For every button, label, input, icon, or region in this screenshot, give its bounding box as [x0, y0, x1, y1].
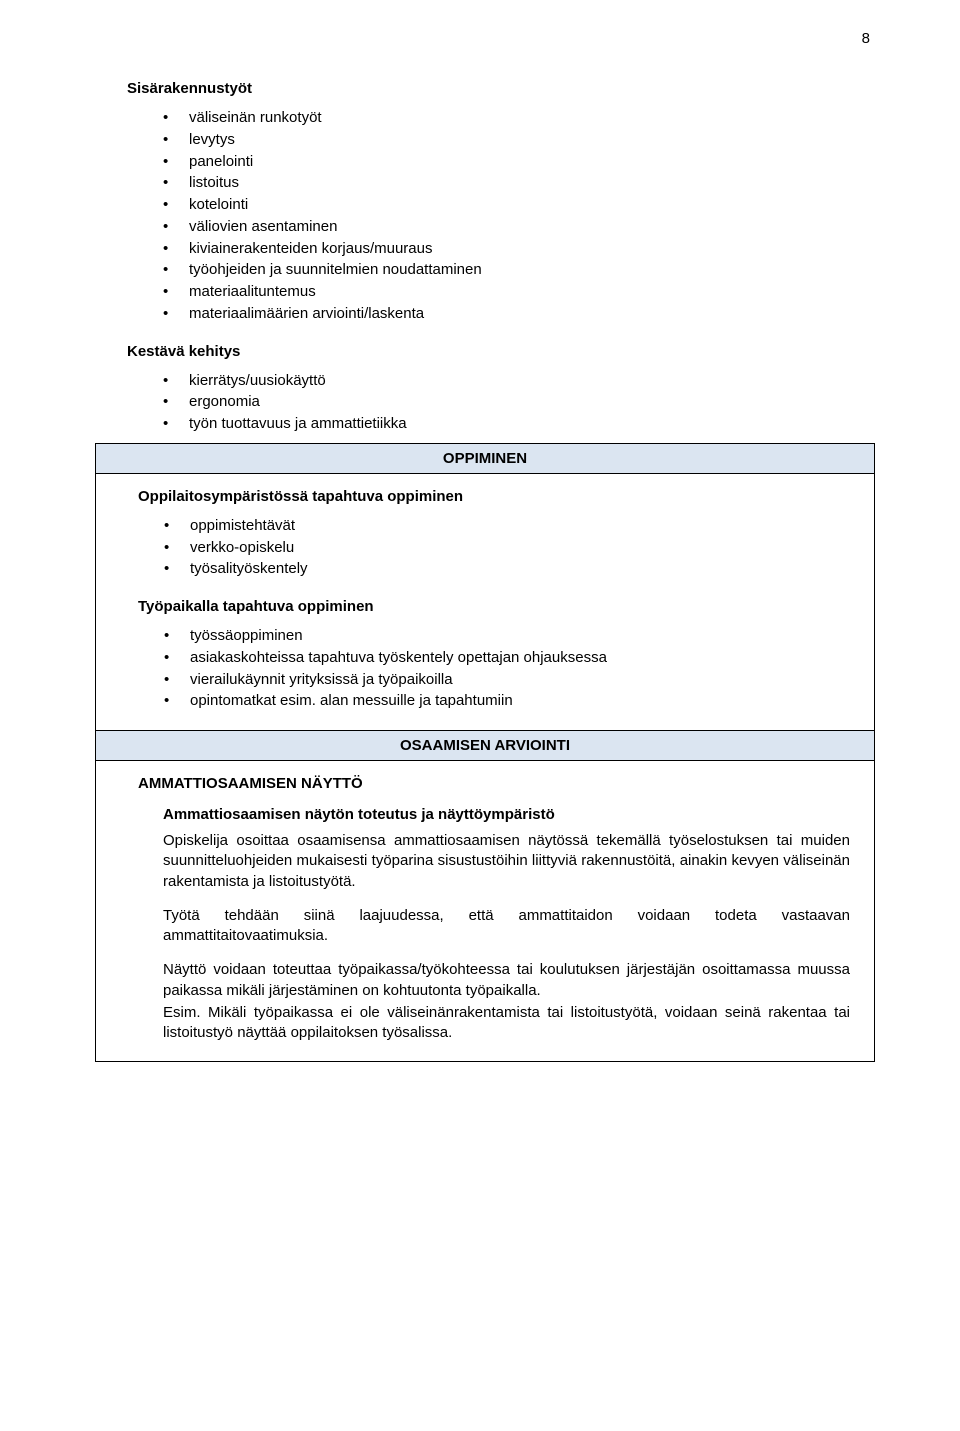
list-item: väliseinän runkotyöt	[163, 107, 875, 129]
main-table: OPPIMINEN Oppilaitosympäristössä tapahtu…	[95, 443, 875, 1063]
page-container: 8 Sisärakennustyöt väliseinän runkotyöt …	[0, 0, 960, 1102]
list-item: panelointi	[163, 151, 875, 173]
oppiminen-body: Oppilaitosympäristössä tapahtuva oppimin…	[96, 474, 874, 730]
list-item: opintomatkat esim. alan messuille ja tap…	[164, 690, 862, 712]
pre-table-section: Sisärakennustyöt väliseinän runkotyöt le…	[97, 80, 875, 435]
oppiminen-sub1-list: oppimistehtävät verkko-opiskelu työsalit…	[164, 515, 862, 580]
pre-heading-1: Sisärakennustyöt	[127, 80, 875, 97]
list-item: kotelointi	[163, 194, 875, 216]
list-item: vierailukäynnit yrityksissä ja työpaikoi…	[164, 669, 862, 691]
osaamisen-para-4: Esim. Mikäli työpaikassa ei ole välisein…	[163, 1003, 850, 1044]
oppiminen-sub1-heading: Oppilaitosympäristössä tapahtuva oppimin…	[138, 488, 862, 505]
list-item: kiviainerakenteiden korjaus/muuraus	[163, 238, 875, 260]
oppiminen-sub2-heading: Työpaikalla tapahtuva oppiminen	[138, 598, 862, 615]
list-item: ergonomia	[163, 391, 875, 413]
list-item: työn tuottavuus ja ammattietiikka	[163, 413, 875, 435]
list-item: oppimistehtävät	[164, 515, 862, 537]
oppiminen-header: OPPIMINEN	[96, 444, 874, 473]
list-item: levytys	[163, 129, 875, 151]
list-item: työohjeiden ja suunnitelmien noudattamin…	[163, 259, 875, 281]
pre-list-1: väliseinän runkotyöt levytys panelointi …	[163, 107, 875, 325]
osaamisen-para-2: Työtä tehdään siinä laajuudessa, että am…	[163, 906, 850, 947]
list-item: väliovien asentaminen	[163, 216, 875, 238]
page-number: 8	[862, 30, 870, 47]
osaamisen-para-3: Näyttö voidaan toteuttaa työpaikassa/työ…	[163, 960, 850, 1001]
pre-heading-2: Kestävä kehitys	[127, 343, 875, 360]
list-item: verkko-opiskelu	[164, 537, 862, 559]
oppiminen-sub2-list: työssäoppiminen asiakaskohteissa tapahtu…	[164, 625, 862, 712]
list-item: materiaalimäärien arviointi/laskenta	[163, 303, 875, 325]
list-item: listoitus	[163, 172, 875, 194]
pre-list-2: kierrätys/uusiokäyttö ergonomia työn tuo…	[163, 370, 875, 435]
list-item: työsalityöskentely	[164, 558, 862, 580]
osaamisen-para-1: Opiskelija osoittaa osaamisensa ammattio…	[163, 831, 850, 892]
list-item: työssäoppiminen	[164, 625, 862, 647]
osaamisen-header: OSAAMISEN ARVIOINTI	[96, 731, 874, 760]
list-item: asiakaskohteissa tapahtuva työskentely o…	[164, 647, 862, 669]
osaamisen-body: AMMATTIOSAAMISEN NÄYTTÖ Ammattiosaamisen…	[96, 761, 874, 1061]
osaamisen-sub-heading: AMMATTIOSAAMISEN NÄYTTÖ	[138, 775, 862, 792]
list-item: kierrätys/uusiokäyttö	[163, 370, 875, 392]
osaamisen-sub-sub-heading: Ammattiosaamisen näytön toteutus ja näyt…	[163, 806, 862, 823]
list-item: materiaalituntemus	[163, 281, 875, 303]
